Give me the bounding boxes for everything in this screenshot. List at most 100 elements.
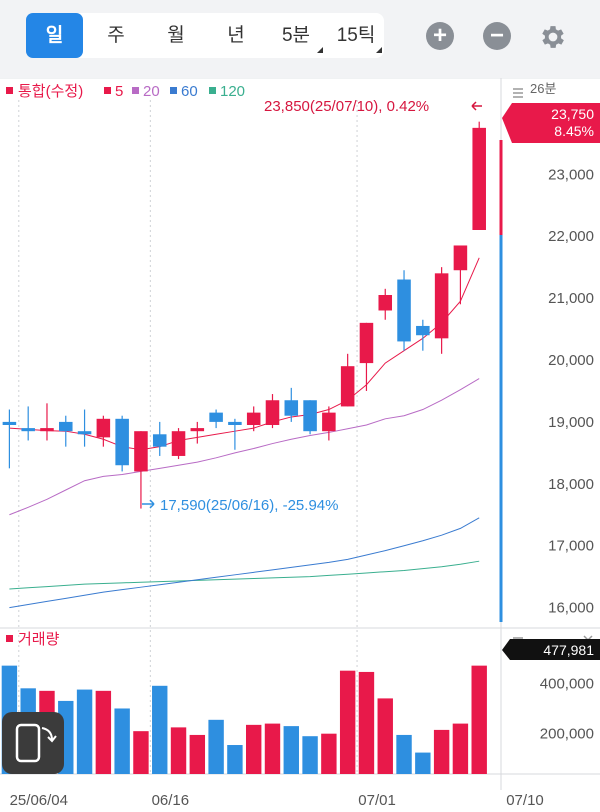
legend-ma120: 120 xyxy=(220,83,245,100)
candle xyxy=(303,400,317,432)
volume-bar xyxy=(339,670,356,774)
current-price: 23,750 xyxy=(551,106,594,122)
y-tick-label: 16,000 xyxy=(548,600,594,617)
candle xyxy=(359,322,374,364)
x-tick-label: 07/10 xyxy=(506,792,544,809)
volume-bar xyxy=(208,719,224,774)
candle xyxy=(190,428,205,432)
rotate-screen-button[interactable] xyxy=(2,712,64,774)
tab-5min[interactable]: 5분 xyxy=(281,25,311,46)
candle xyxy=(378,295,393,311)
legend-marker xyxy=(104,87,111,94)
volume-bar xyxy=(302,736,318,774)
x-tick-label: 07/01 xyxy=(358,792,396,809)
y-tick-label: 19,000 xyxy=(548,414,594,431)
legend-marker xyxy=(132,87,139,94)
rotate-icon xyxy=(15,723,57,763)
volume-bar xyxy=(95,690,112,774)
volume-bar xyxy=(264,723,281,774)
candle xyxy=(96,418,111,438)
volume-bar xyxy=(452,723,469,774)
candle xyxy=(59,421,73,432)
legend-main: 통합(수정) xyxy=(18,83,83,100)
volume-bar xyxy=(471,665,487,774)
tab-week[interactable]: 주 xyxy=(107,25,125,46)
volume-tick-label: 200,000 xyxy=(540,726,594,743)
candle xyxy=(209,412,223,422)
volume-bar xyxy=(377,698,393,774)
current-volume: 477,981 xyxy=(543,642,594,658)
minus-icon: − xyxy=(489,22,504,49)
candle xyxy=(453,245,468,271)
arrow-left-icon xyxy=(471,101,482,111)
y-tick-label: 21,000 xyxy=(548,290,594,307)
legend-marker xyxy=(6,635,13,642)
y-tick-label: 17,000 xyxy=(548,538,594,555)
candle xyxy=(246,412,261,425)
ma120-line xyxy=(9,560,480,590)
candle xyxy=(152,434,167,447)
legend-ma60: 60 xyxy=(181,83,198,100)
candle xyxy=(284,400,299,416)
period-tabs: 일 주 월 년 5분 15틱 xyxy=(26,13,384,58)
volume-bar xyxy=(170,727,187,774)
candle xyxy=(171,431,186,456)
current-volume-tag xyxy=(502,639,600,660)
volume-bar xyxy=(189,734,206,774)
legend-ma20: 20 xyxy=(143,83,160,100)
x-tick-label: 06/16 xyxy=(152,792,190,809)
volume-bar xyxy=(396,734,412,774)
candle xyxy=(134,431,148,472)
dropdown-caret-icon xyxy=(376,47,382,53)
y-tick-label: 22,000 xyxy=(548,228,594,245)
candle xyxy=(21,428,35,432)
tab-month[interactable]: 월 xyxy=(167,25,185,46)
candle xyxy=(472,127,486,230)
settings-button[interactable] xyxy=(538,22,568,52)
y-axis-partial-label: 26분 xyxy=(530,81,556,96)
current-change: 8.45% xyxy=(554,123,594,139)
volume-bar xyxy=(133,731,149,774)
candle xyxy=(40,428,54,432)
volume-bar xyxy=(152,685,168,774)
tab-year[interactable]: 년 xyxy=(227,25,245,46)
volume-bar xyxy=(114,708,130,774)
chart-toolbar: 일 주 월 년 5분 15틱 + − xyxy=(0,0,600,78)
candle xyxy=(340,366,355,407)
y-tick-label: 18,000 xyxy=(548,476,594,493)
tab-day[interactable]: 일 xyxy=(26,13,83,58)
high-annotation: 23,850(25/07/10), 0.42% xyxy=(264,98,429,115)
dropdown-caret-icon xyxy=(317,47,323,53)
candle xyxy=(77,431,92,435)
x-tick-label: 25/06/04 xyxy=(10,792,68,809)
candle xyxy=(115,418,129,466)
volume-bar xyxy=(76,689,93,774)
zoom-out-button[interactable]: − xyxy=(483,22,511,50)
legend-marker xyxy=(170,87,177,94)
candle xyxy=(228,421,242,425)
candle xyxy=(2,421,17,425)
candle xyxy=(434,273,449,339)
legend-marker xyxy=(209,87,216,94)
volume-tick-label: 400,000 xyxy=(540,675,594,692)
volume-bar xyxy=(358,671,375,774)
plus-icon: + xyxy=(432,22,447,49)
volume-bar xyxy=(321,733,337,774)
volume-bar xyxy=(283,726,299,774)
price-chart[interactable]: 26분 23,000 22,000 21,000 20,000 19,000 18,000… xyxy=(0,78,600,812)
ma60-line xyxy=(9,517,480,609)
current-price-tag xyxy=(502,103,600,143)
gear-icon xyxy=(542,26,564,48)
volume-bar xyxy=(227,745,243,774)
volume-bar xyxy=(433,729,450,774)
candle xyxy=(265,400,280,425)
volume-title: 거래량 xyxy=(18,631,60,648)
candle xyxy=(416,325,430,336)
ma5-line xyxy=(9,257,480,451)
candle xyxy=(322,412,336,432)
zoom-in-button[interactable]: + xyxy=(426,22,454,50)
volume-bar xyxy=(245,724,262,774)
tab-15tick[interactable]: 15틱 xyxy=(336,25,376,46)
y-tick-label: 23,000 xyxy=(548,166,594,183)
ma20-line xyxy=(9,378,480,516)
